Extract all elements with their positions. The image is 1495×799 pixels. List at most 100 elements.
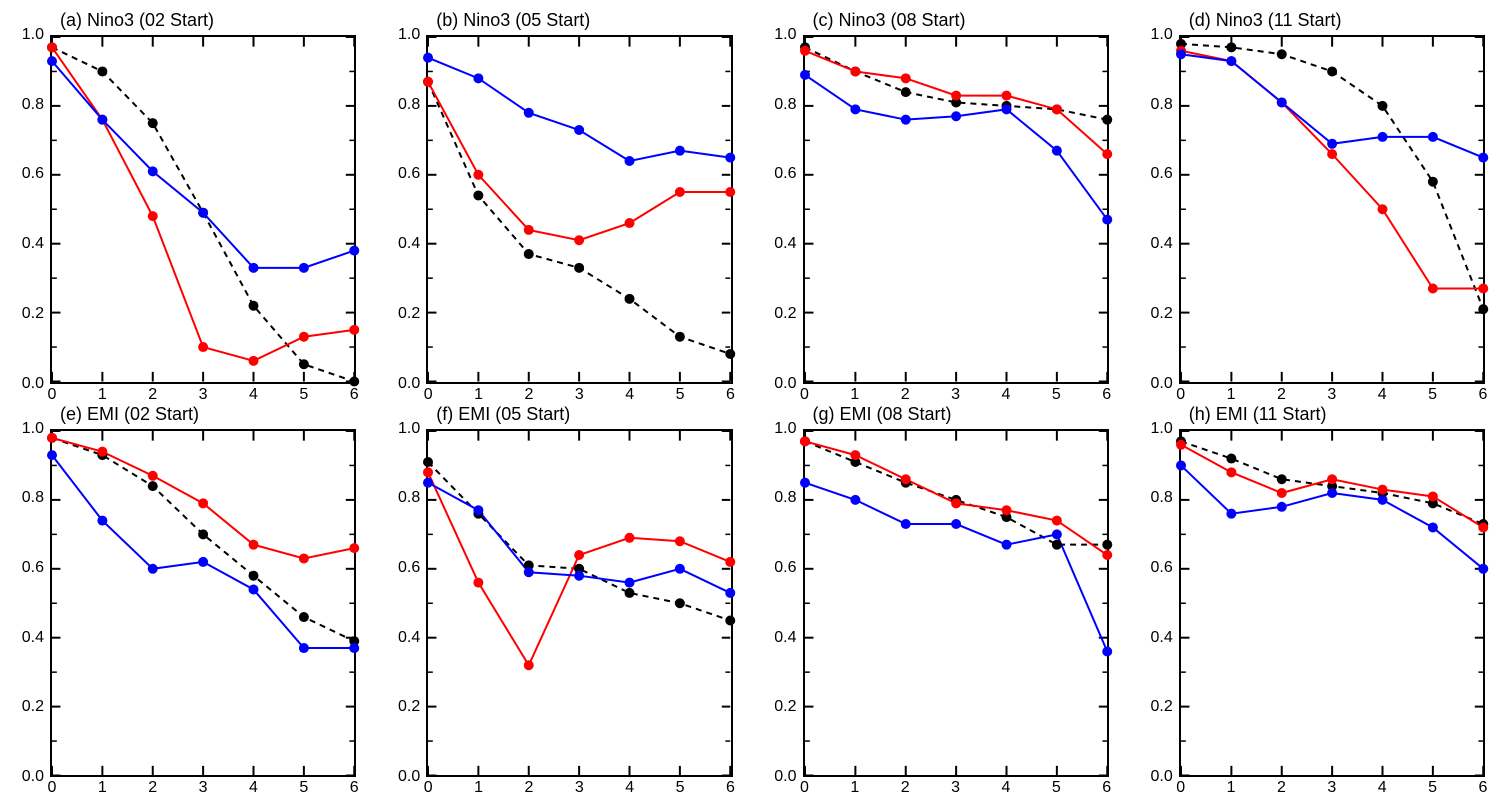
marker-blue <box>850 494 860 504</box>
marker-red <box>349 325 359 335</box>
marker-black <box>1327 66 1337 76</box>
marker-blue <box>1478 563 1488 573</box>
marker-blue <box>1226 508 1236 518</box>
marker-black <box>1377 101 1387 111</box>
marker-blue <box>148 166 158 176</box>
y-tick-label: 0.0 <box>774 768 796 786</box>
marker-black <box>1277 49 1287 59</box>
x-axis: 0123456 <box>52 386 354 406</box>
y-tick-label: 0.8 <box>398 96 420 114</box>
marker-red <box>726 187 736 197</box>
x-tick-label: 0 <box>1176 779 1185 797</box>
y-tick-label: 0.2 <box>398 305 420 323</box>
y-tick-label: 0.8 <box>1151 96 1173 114</box>
marker-red <box>1377 484 1387 494</box>
y-tick-label: 1.0 <box>774 26 796 44</box>
marker-black <box>524 249 534 259</box>
plot-area: 0123456 <box>426 429 732 778</box>
marker-blue <box>1001 539 1011 549</box>
marker-black <box>625 587 635 597</box>
plot-area: 0123456 <box>1179 35 1485 384</box>
y-axis: 0.00.20.40.60.81.0 <box>1139 35 1179 384</box>
y-axis: 0.00.20.40.60.81.0 <box>763 35 803 384</box>
y-tick-label: 0.2 <box>22 305 44 323</box>
marker-red <box>299 553 309 563</box>
panel-title-a: (a) Nino3 (02 Start) <box>60 10 356 31</box>
x-tick-label: 3 <box>1327 779 1336 797</box>
panel-h: (h) EMI (11 Start)0.00.20.40.60.81.00123… <box>1139 404 1485 778</box>
y-tick-label: 0.0 <box>22 768 44 786</box>
marker-red <box>1051 104 1061 114</box>
x-tick-label: 3 <box>1327 386 1336 404</box>
marker-blue <box>198 556 208 566</box>
marker-red <box>1102 550 1112 560</box>
y-tick-label: 1.0 <box>1151 420 1173 438</box>
marker-blue <box>1001 104 1011 114</box>
y-tick-label: 0.4 <box>398 235 420 253</box>
y-tick-label: 0.6 <box>774 559 796 577</box>
marker-blue <box>1277 97 1287 107</box>
marker-blue <box>198 208 208 218</box>
y-tick-label: 0.4 <box>398 629 420 647</box>
x-tick-label: 2 <box>525 779 534 797</box>
panel-f: (f) EMI (05 Start)0.00.20.40.60.81.00123… <box>386 404 732 778</box>
marker-black <box>1102 539 1112 549</box>
marker-blue <box>574 570 584 580</box>
y-tick-label: 0.2 <box>1151 698 1173 716</box>
y-tick-label: 0.0 <box>1151 375 1173 393</box>
x-tick-label: 5 <box>299 386 308 404</box>
x-tick-label: 6 <box>1479 386 1488 404</box>
marker-blue <box>800 477 810 487</box>
plot-area: 0123456 <box>50 429 356 778</box>
x-tick-label: 5 <box>1052 386 1061 404</box>
marker-blue <box>1478 153 1488 163</box>
x-axis: 0123456 <box>428 779 730 799</box>
x-tick-label: 5 <box>676 386 685 404</box>
x-tick-label: 1 <box>98 779 107 797</box>
x-tick-label: 1 <box>474 386 483 404</box>
x-tick-label: 3 <box>575 386 584 404</box>
x-tick-label: 1 <box>98 386 107 404</box>
marker-blue <box>726 153 736 163</box>
y-tick-label: 1.0 <box>22 26 44 44</box>
marker-blue <box>951 111 961 121</box>
x-tick-label: 6 <box>726 779 735 797</box>
x-tick-label: 4 <box>625 386 634 404</box>
x-tick-label: 2 <box>901 386 910 404</box>
plot-wrap: 0.00.20.40.60.81.00123456 <box>763 429 1109 778</box>
marker-blue <box>951 519 961 529</box>
marker-blue <box>850 104 860 114</box>
marker-blue <box>1428 132 1438 142</box>
marker-black <box>1226 453 1236 463</box>
y-tick-label: 0.0 <box>22 375 44 393</box>
marker-red <box>524 660 534 670</box>
y-tick-label: 0.4 <box>774 235 796 253</box>
marker-black <box>148 118 158 128</box>
marker-blue <box>900 519 910 529</box>
y-tick-label: 0.6 <box>398 165 420 183</box>
marker-layer <box>1181 37 1483 382</box>
x-tick-label: 0 <box>1176 386 1185 404</box>
x-tick-label: 6 <box>350 386 359 404</box>
y-tick-label: 0.2 <box>1151 305 1173 323</box>
marker-red <box>726 556 736 566</box>
x-tick-label: 0 <box>800 386 809 404</box>
x-tick-label: 4 <box>625 779 634 797</box>
x-tick-label: 6 <box>1102 779 1111 797</box>
marker-red <box>625 532 635 542</box>
panel-title-h: (h) EMI (11 Start) <box>1189 404 1485 425</box>
y-tick-label: 0.2 <box>22 698 44 716</box>
x-axis: 0123456 <box>1181 779 1483 799</box>
marker-blue <box>423 477 433 487</box>
marker-black <box>1051 539 1061 549</box>
marker-red <box>1478 522 1488 532</box>
marker-black <box>625 294 635 304</box>
marker-red <box>198 498 208 508</box>
marker-red <box>474 577 484 587</box>
marker-blue <box>47 56 57 66</box>
marker-black <box>299 612 309 622</box>
marker-red <box>1327 474 1337 484</box>
marker-black <box>675 598 685 608</box>
x-tick-label: 6 <box>350 779 359 797</box>
marker-red <box>1428 491 1438 501</box>
